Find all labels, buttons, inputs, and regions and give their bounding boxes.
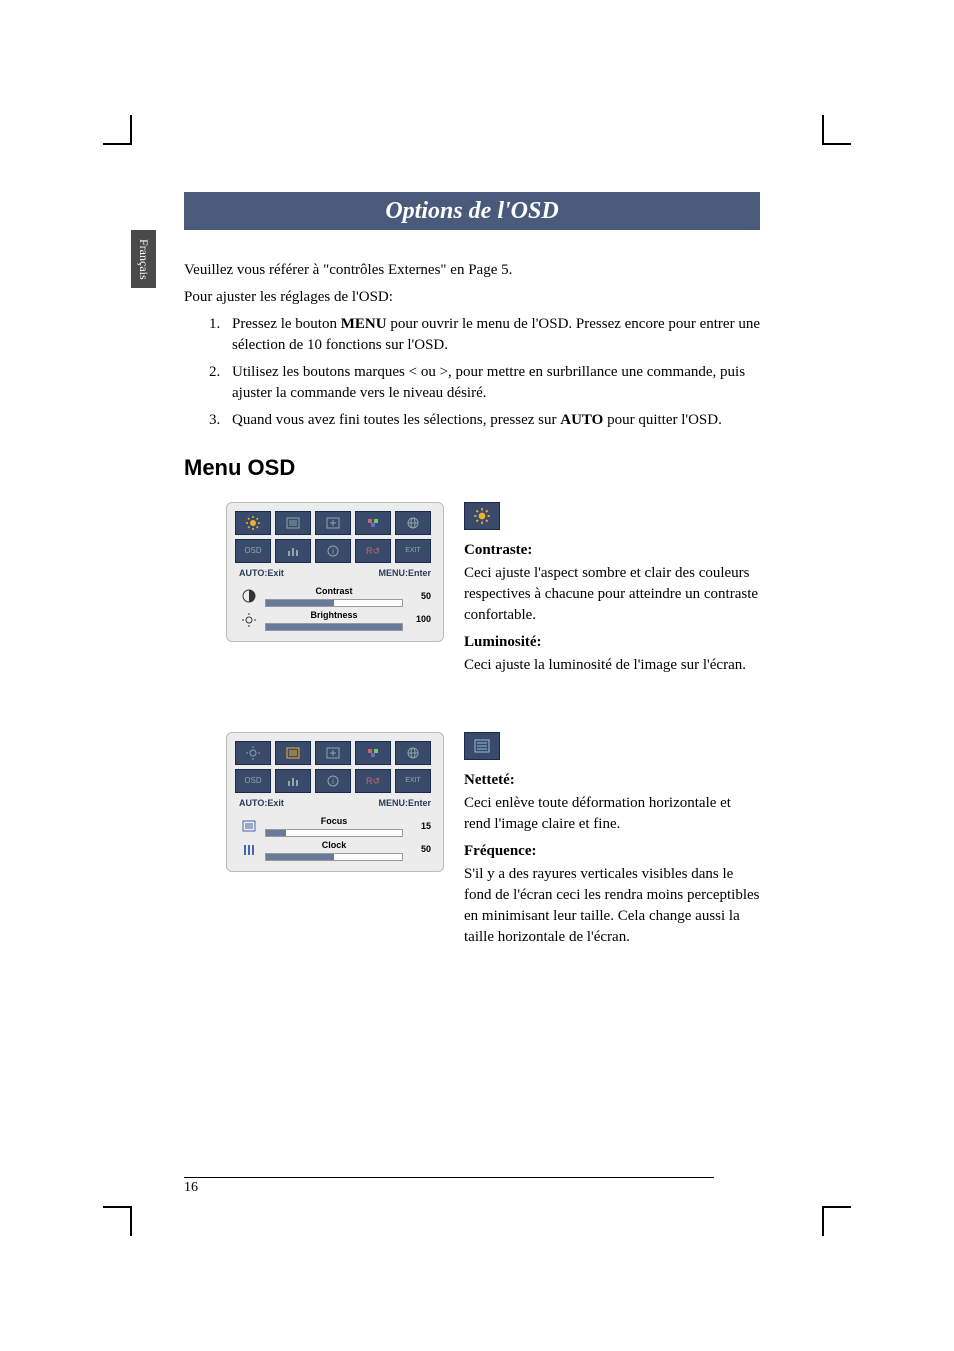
contraste-term: Contraste: [464, 540, 760, 561]
brightness-slider-row: Brightness 100 [239, 609, 431, 631]
position-tab-icon [315, 511, 351, 535]
crop-mark [103, 1206, 131, 1208]
crop-mark [823, 1206, 851, 1208]
osd-row-1: OSD i R↺ EXIT AUTO:Exit MENU:Enter Contr… [184, 502, 760, 682]
text: pour quitter l'OSD. [603, 412, 722, 428]
focus-small-icon [239, 817, 259, 835]
osd-panel-2-container: OSD i R↺ EXIT AUTO:Exit MENU:Enter Focus [184, 732, 444, 954]
text: Quand vous avez fini toutes les sélectio… [232, 412, 560, 428]
language-tab: Français [131, 230, 156, 288]
osd-tab-icon: OSD [235, 769, 271, 793]
osd-panel-1-container: OSD i R↺ EXIT AUTO:Exit MENU:Enter Contr… [184, 502, 444, 682]
osd-tab-icon: OSD [235, 539, 271, 563]
brightness-fill [266, 624, 402, 630]
exit-tab-icon: EXIT [395, 769, 431, 793]
luminosite-desc: Ceci ajuste la luminosité de l'image sur… [464, 655, 760, 676]
instruction-list: Pressez le bouton MENU pour ouvrir le me… [224, 314, 760, 431]
menu-enter-label: MENU:Enter [378, 567, 431, 580]
clock-fill [266, 854, 334, 860]
info-tab-icon: i [315, 539, 351, 563]
exit-tab-icon: EXIT [395, 539, 431, 563]
crop-mark [822, 1206, 824, 1236]
auto-exit-label: AUTO:Exit [239, 567, 284, 580]
instruction-item: Pressez le bouton MENU pour ouvrir le me… [224, 314, 760, 356]
osd-icon-grid: OSD i R↺ EXIT [235, 741, 435, 793]
bars-tab-icon [275, 769, 311, 793]
nettete-term: Netteté: [464, 770, 760, 791]
brightness-tab-icon [235, 511, 271, 535]
focus-tab-icon [275, 741, 311, 765]
crop-mark [822, 115, 824, 145]
svg-text:i: i [332, 547, 334, 556]
brightness-label: Brightness [265, 609, 403, 622]
clock-value: 50 [409, 843, 431, 856]
osd-nav-labels: AUTO:Exit MENU:Enter [235, 797, 435, 810]
menu-keyword: MENU [341, 316, 387, 332]
brightness-tab-icon [235, 741, 271, 765]
focus-header-icon [464, 732, 500, 760]
brightness-track [265, 623, 403, 631]
svg-text:i: i [332, 777, 334, 786]
osd-icon-grid: OSD i R↺ EXIT [235, 511, 435, 563]
clock-track [265, 853, 403, 861]
crop-mark [103, 143, 131, 145]
clock-slider-row: Clock 50 [239, 839, 431, 861]
page-number: 16 [184, 1180, 198, 1195]
reset-tab-icon: R↺ [355, 769, 391, 793]
intro-line-1: Veuillez vous référer à "contrôles Exter… [184, 260, 760, 281]
clock-small-icon [239, 841, 259, 859]
brightness-header-icon [464, 502, 500, 530]
contrast-fill [266, 600, 334, 606]
focus-fill [266, 830, 286, 836]
luminosite-term: Luminosité: [464, 632, 760, 653]
contraste-desc: Ceci ajuste l'aspect sombre et clair des… [464, 563, 760, 626]
page-title: Options de l'OSD [184, 192, 760, 230]
reset-tab-icon: R↺ [355, 539, 391, 563]
contrast-slider-row: Contrast 50 [239, 585, 431, 607]
brightness-value: 100 [409, 613, 431, 626]
color-tab-icon [355, 511, 391, 535]
osd-panel-1: OSD i R↺ EXIT AUTO:Exit MENU:Enter Contr… [226, 502, 444, 642]
color-tab-icon [355, 741, 391, 765]
instruction-item: Quand vous avez fini toutes les sélectio… [224, 410, 760, 431]
content-area: Veuillez vous référer à "contrôles Exter… [184, 260, 760, 1004]
contrast-label: Contrast [265, 585, 403, 598]
crop-mark [130, 115, 132, 145]
crop-mark [823, 143, 851, 145]
desc-col-1: Contraste: Ceci ajuste l'aspect sombre e… [444, 502, 760, 682]
instruction-item: Utilisez les boutons marques < ou >, pou… [224, 362, 760, 404]
language-tab-icon [395, 511, 431, 535]
osd-nav-labels: AUTO:Exit MENU:Enter [235, 567, 435, 580]
info-tab-icon: i [315, 769, 351, 793]
focus-tab-icon [275, 511, 311, 535]
contrast-value: 50 [409, 590, 431, 603]
focus-label: Focus [265, 815, 403, 828]
clock-label: Clock [265, 839, 403, 852]
focus-value: 15 [409, 820, 431, 833]
osd-row-2: OSD i R↺ EXIT AUTO:Exit MENU:Enter Focus [184, 732, 760, 954]
section-heading: Menu OSD [184, 453, 760, 484]
auto-keyword: AUTO [560, 412, 603, 428]
language-tab-icon [395, 741, 431, 765]
focus-slider-row: Focus 15 [239, 815, 431, 837]
text: Pressez le bouton [232, 316, 341, 332]
frequence-desc: S'il y a des rayures verticales visibles… [464, 864, 760, 948]
contrast-icon [239, 587, 259, 605]
position-tab-icon [315, 741, 351, 765]
osd-panel-2: OSD i R↺ EXIT AUTO:Exit MENU:Enter Focus [226, 732, 444, 872]
contrast-track [265, 599, 403, 607]
menu-enter-label: MENU:Enter [378, 797, 431, 810]
bars-tab-icon [275, 539, 311, 563]
intro-line-2: Pour ajuster les réglages de l'OSD: [184, 287, 760, 308]
desc-col-2: Netteté: Ceci enlève toute déformation h… [444, 732, 760, 954]
page-footer: 16 [184, 1177, 714, 1196]
auto-exit-label: AUTO:Exit [239, 797, 284, 810]
focus-track [265, 829, 403, 837]
nettete-desc: Ceci enlève toute déformation horizontal… [464, 793, 760, 835]
crop-mark [130, 1206, 132, 1236]
brightness-small-icon [239, 611, 259, 629]
frequence-term: Fréquence: [464, 841, 760, 862]
